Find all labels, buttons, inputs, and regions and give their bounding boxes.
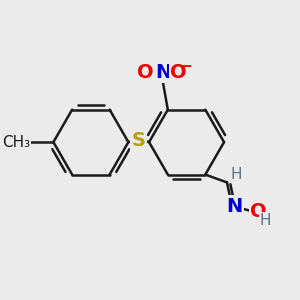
Text: O: O <box>250 202 267 220</box>
Text: H: H <box>230 167 242 182</box>
Text: O: O <box>137 63 153 82</box>
Text: +: + <box>166 60 176 73</box>
Text: S: S <box>132 130 146 150</box>
Text: N: N <box>226 196 242 216</box>
Text: O: O <box>170 63 187 82</box>
Text: H: H <box>260 213 271 228</box>
Text: −: − <box>179 59 192 74</box>
Text: N: N <box>156 63 172 82</box>
Text: CH₃: CH₃ <box>2 135 30 150</box>
